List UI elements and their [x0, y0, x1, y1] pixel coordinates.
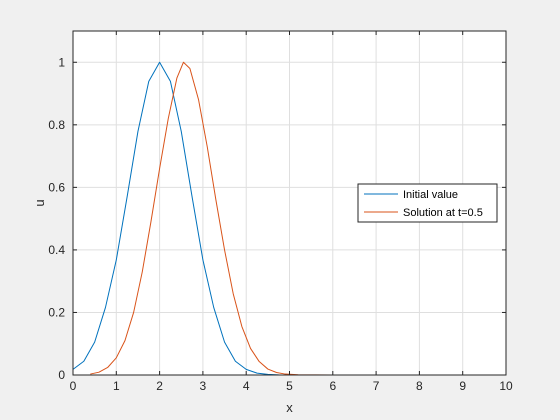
y-tick-label: 0	[58, 368, 65, 382]
x-tick-label: 9	[459, 379, 466, 393]
y-axis-label: u	[32, 199, 47, 206]
x-tick-label: 2	[156, 379, 163, 393]
x-tick-label: 7	[373, 379, 380, 393]
y-tick-label: 0.6	[48, 180, 65, 194]
legend-entry-label: Solution at t=0.5	[403, 207, 483, 219]
x-tick-label: 0	[70, 379, 77, 393]
y-tick-label: 1	[58, 55, 65, 69]
y-tick-label: 0.8	[48, 118, 65, 132]
legend: Initial value Solution at t=0.5	[357, 183, 498, 223]
x-axis-label: x	[286, 400, 293, 415]
legend-entry-label: Initial value	[403, 189, 458, 201]
x-tick-label: 4	[243, 379, 250, 393]
x-tick-label: 5	[286, 379, 293, 393]
x-tick-label: 6	[329, 379, 336, 393]
x-tick-label: 10	[499, 379, 513, 393]
y-tick-label: 0.2	[48, 305, 65, 319]
y-tick-label: 0.4	[48, 243, 65, 257]
x-tick-label: 1	[113, 379, 120, 393]
legend-box	[357, 183, 498, 223]
x-tick-label: 8	[416, 379, 423, 393]
ticks: 0 1 2 3 4 5 6 7 8 9 10 0 0.2 0.4 0.6 0.8 1	[48, 31, 513, 393]
x-tick-label: 3	[200, 379, 207, 393]
